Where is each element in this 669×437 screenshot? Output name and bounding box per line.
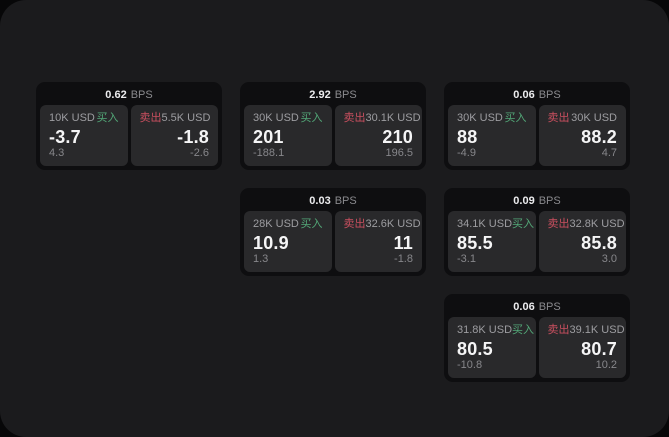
sell-size: 39.1K USD — [569, 324, 625, 336]
quote-card: 0.03 BPS 28K USD 买入 10.9 1.3 卖出 32.6K US… — [240, 188, 426, 276]
sell-label: 卖出 — [343, 112, 366, 124]
buy-panel[interactable]: 28K USD 买入 10.9 1.3 — [244, 211, 332, 272]
buy-panel[interactable]: 30K USD 买入 201 -188.1 — [244, 105, 332, 166]
sell-panel[interactable]: 卖出 39.1K USD 80.7 10.2 — [538, 317, 626, 378]
buy-panel[interactable]: 30K USD 买入 88 -4.9 — [448, 105, 536, 166]
quote-card: 2.92 BPS 30K USD 买入 201 -188.1 卖出 30.1K … — [240, 82, 426, 170]
sell-panel[interactable]: 卖出 30.1K USD 210 196.5 — [334, 105, 422, 166]
buy-price: 85.5 — [457, 233, 493, 253]
sell-panel[interactable]: 卖出 32.8K USD 85.8 3.0 — [538, 211, 626, 272]
bps-value: 0.06 — [513, 89, 535, 101]
buy-size: 31.8K USD — [457, 324, 513, 336]
buy-panel[interactable]: 10K USD 买入 -3.7 4.3 — [40, 105, 128, 166]
buy-size: 30K USD — [253, 112, 299, 124]
buy-delta: 4.3 — [49, 147, 65, 159]
sell-label: 卖出 — [547, 324, 570, 336]
bps-value: 0.09 — [513, 195, 535, 207]
buy-label: 买入 — [504, 112, 527, 124]
sell-size: 32.6K USD — [365, 218, 421, 230]
sell-delta: -2.6 — [190, 147, 209, 159]
sell-price: 80.7 — [581, 339, 617, 359]
sell-panel[interactable]: 卖出 32.6K USD 11 -1.8 — [334, 211, 422, 272]
bps-value: 0.06 — [513, 301, 535, 313]
quote-cards-grid: 0.62 BPS 10K USD 买入 -3.7 4.3 卖出 5.5K USD — [36, 82, 630, 382]
sell-panel[interactable]: 卖出 30K USD 88.2 4.7 — [538, 105, 626, 166]
bps-value: 0.03 — [309, 195, 331, 207]
sell-delta: 196.5 — [385, 147, 413, 159]
buy-size: 28K USD — [253, 218, 299, 230]
sell-panel[interactable]: 卖出 5.5K USD -1.8 -2.6 — [130, 105, 218, 166]
sell-label: 卖出 — [547, 112, 570, 124]
sell-size: 5.5K USD — [161, 112, 211, 124]
buy-label: 买入 — [512, 218, 535, 230]
sell-price: 210 — [382, 127, 413, 147]
card-header: 2.92 BPS — [244, 86, 422, 105]
quote-panels: 34.1K USD 买入 85.5 -3.1 卖出 32.8K USD 85.8… — [448, 211, 626, 272]
buy-delta: 1.3 — [253, 253, 269, 265]
sell-label: 卖出 — [547, 218, 570, 230]
sell-delta: 10.2 — [595, 359, 617, 371]
sell-price: -1.8 — [177, 127, 209, 147]
quote-card: 0.62 BPS 10K USD 买入 -3.7 4.3 卖出 5.5K USD — [36, 82, 222, 170]
buy-size: 10K USD — [49, 112, 95, 124]
card-header: 0.62 BPS — [40, 86, 218, 105]
sell-delta: 4.7 — [601, 147, 617, 159]
buy-size: 30K USD — [457, 112, 503, 124]
sell-label: 卖出 — [139, 112, 162, 124]
quote-panels: 28K USD 买入 10.9 1.3 卖出 32.6K USD 11 -1.8 — [244, 211, 422, 272]
sell-delta: 3.0 — [601, 253, 617, 265]
card-header: 0.06 BPS — [448, 298, 626, 317]
card-header: 0.09 BPS — [448, 192, 626, 211]
bps-unit: BPS — [334, 89, 357, 101]
buy-price: -3.7 — [49, 127, 81, 147]
bps-unit: BPS — [334, 195, 357, 207]
buy-panel[interactable]: 31.8K USD 买入 80.5 -10.8 — [448, 317, 536, 378]
sell-label: 卖出 — [343, 218, 366, 230]
buy-delta: -188.1 — [253, 147, 285, 159]
sell-price: 85.8 — [581, 233, 617, 253]
buy-label: 买入 — [300, 112, 323, 124]
bps-unit: BPS — [130, 89, 153, 101]
buy-label: 买入 — [300, 218, 323, 230]
quote-card: 0.09 BPS 34.1K USD 买入 85.5 -3.1 卖出 32.8K… — [444, 188, 630, 276]
quote-card: 0.06 BPS 30K USD 买入 88 -4.9 卖出 30K USD — [444, 82, 630, 170]
card-header: 0.03 BPS — [244, 192, 422, 211]
buy-label: 买入 — [512, 324, 535, 336]
quote-panels: 30K USD 买入 201 -188.1 卖出 30.1K USD 210 1… — [244, 105, 422, 166]
buy-panel[interactable]: 34.1K USD 买入 85.5 -3.1 — [448, 211, 536, 272]
buy-delta: -4.9 — [457, 147, 476, 159]
quote-panels: 31.8K USD 买入 80.5 -10.8 卖出 39.1K USD 80.… — [448, 317, 626, 378]
bps-unit: BPS — [538, 301, 561, 313]
buy-size: 34.1K USD — [457, 218, 513, 230]
buy-price: 88 — [457, 127, 478, 147]
quote-panels: 30K USD 买入 88 -4.9 卖出 30K USD 88.2 4.7 — [448, 105, 626, 166]
quote-card: 0.06 BPS 31.8K USD 买入 80.5 -10.8 卖出 39.1… — [444, 294, 630, 382]
bps-unit: BPS — [538, 89, 561, 101]
buy-label: 买入 — [96, 112, 119, 124]
sell-delta: -1.8 — [394, 253, 413, 265]
card-header: 0.06 BPS — [448, 86, 626, 105]
sell-price: 88.2 — [581, 127, 617, 147]
bps-value: 2.92 — [309, 89, 331, 101]
buy-delta: -3.1 — [457, 253, 476, 265]
sell-size: 30K USD — [571, 112, 617, 124]
sell-price: 11 — [393, 233, 413, 253]
buy-price: 201 — [253, 127, 284, 147]
sell-size: 30.1K USD — [365, 112, 421, 124]
bps-unit: BPS — [538, 195, 561, 207]
bps-value: 0.62 — [105, 89, 127, 101]
quote-panels: 10K USD 买入 -3.7 4.3 卖出 5.5K USD -1.8 -2.… — [40, 105, 218, 166]
buy-price: 10.9 — [253, 233, 289, 253]
sell-size: 32.8K USD — [569, 218, 625, 230]
buy-delta: -10.8 — [457, 359, 483, 371]
buy-price: 80.5 — [457, 339, 493, 359]
